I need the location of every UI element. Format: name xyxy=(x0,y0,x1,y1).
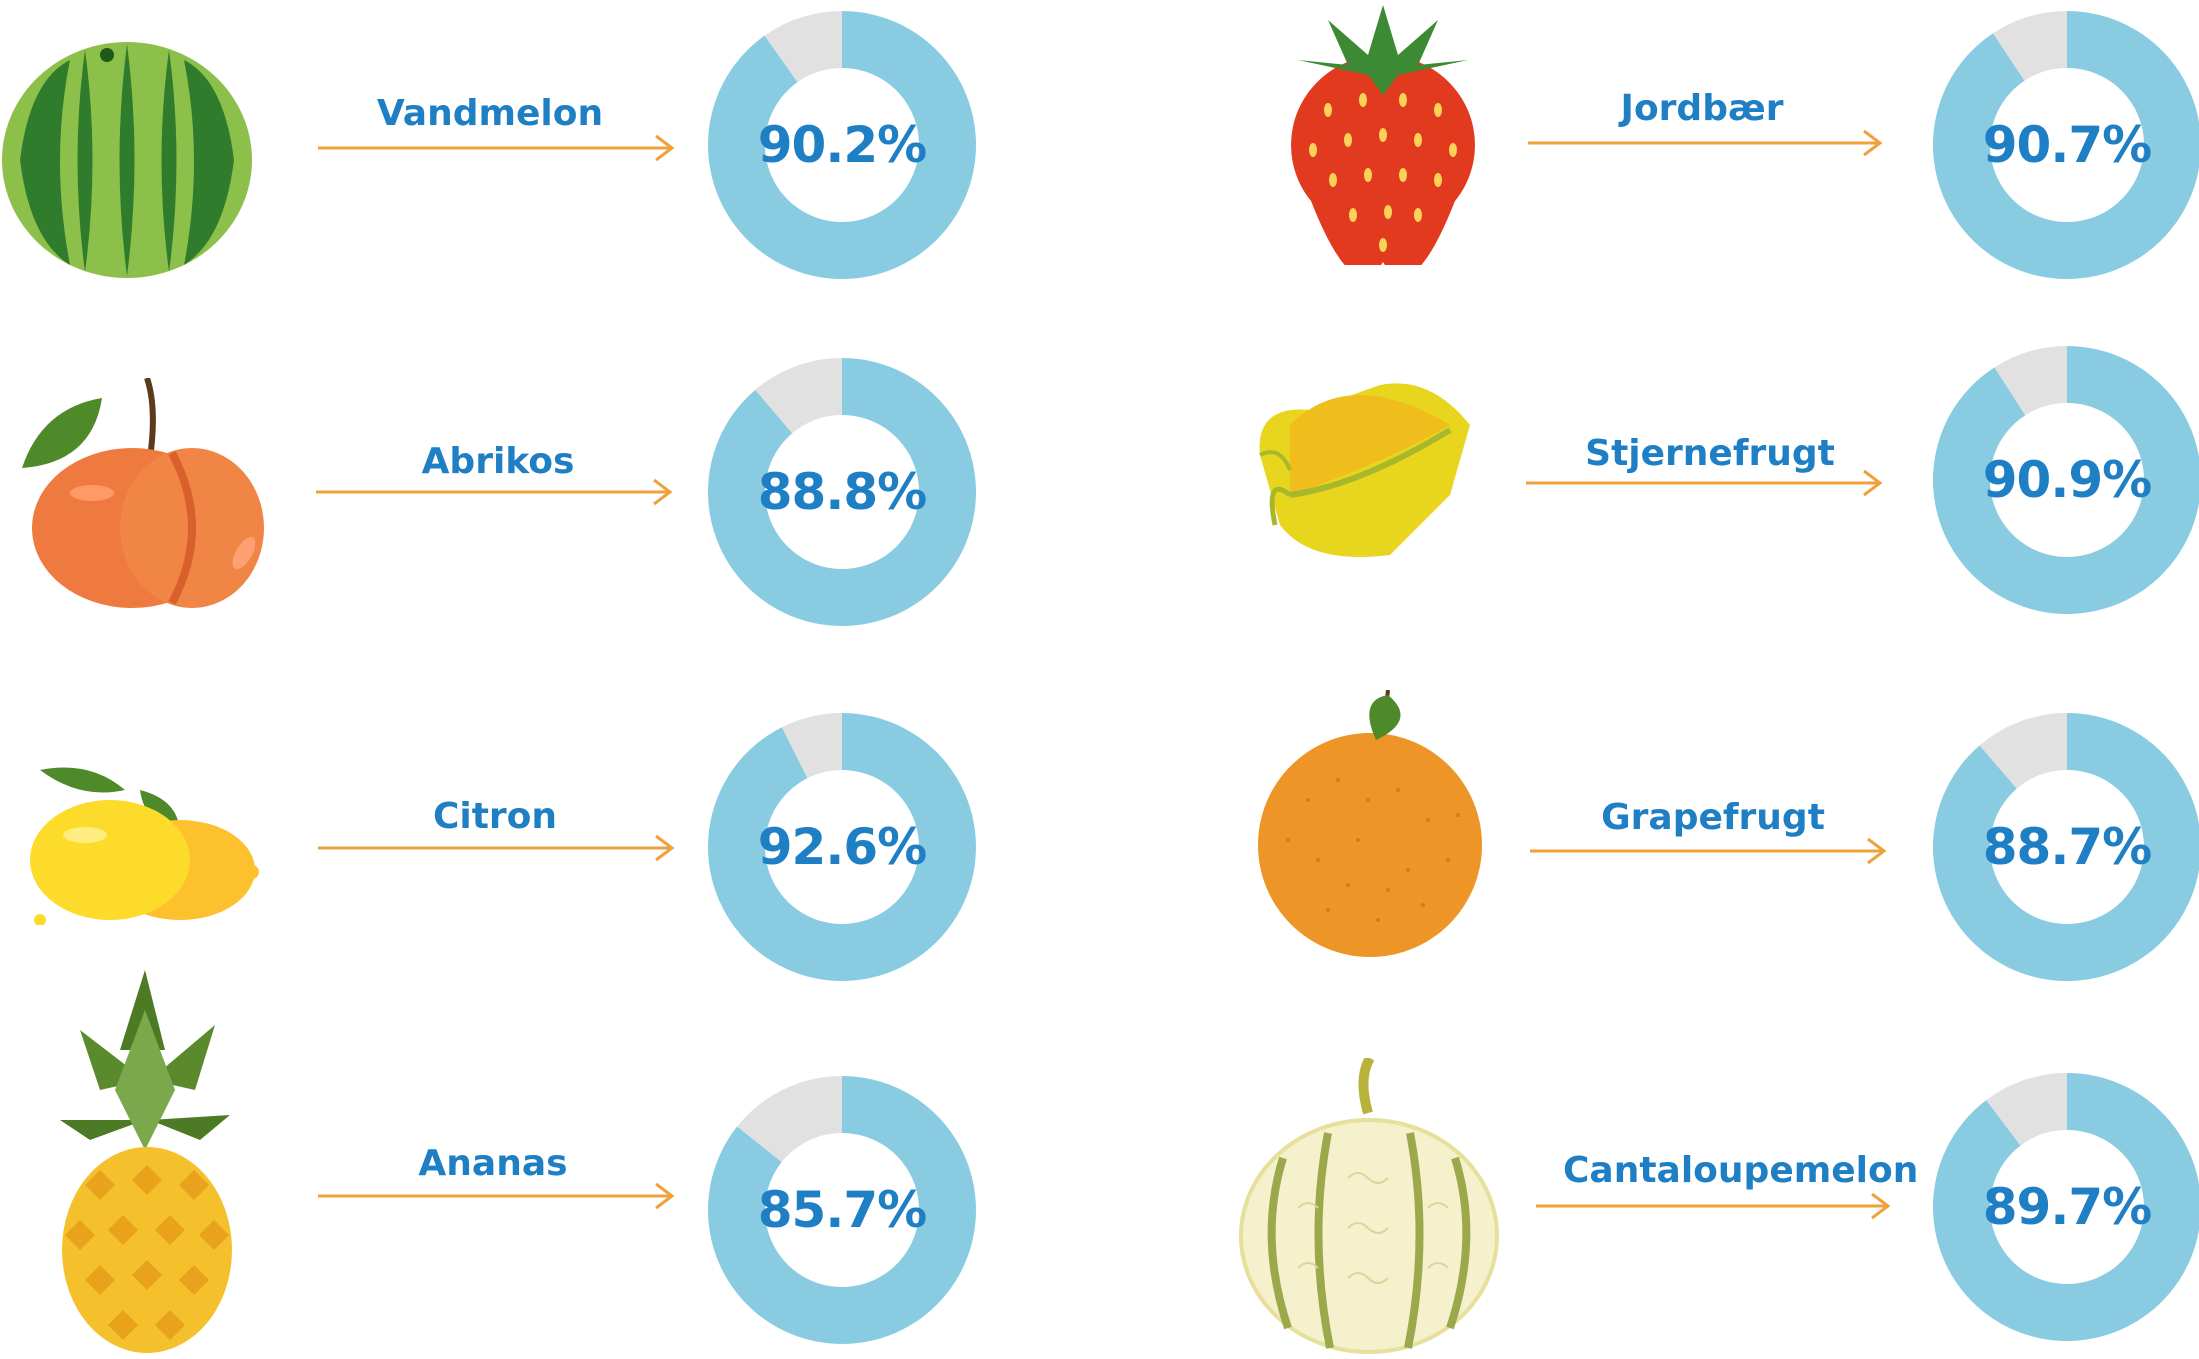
donut-segment-remainder xyxy=(781,713,842,779)
arrow-jordbaer xyxy=(1528,129,1883,157)
label-jordbaer: Jordbær xyxy=(1620,88,1784,129)
donut-segment-remainder xyxy=(737,1076,842,1163)
donut-segment-remainder xyxy=(755,358,842,434)
donut-citron xyxy=(708,713,976,981)
starfruit-icon xyxy=(1259,383,1470,557)
arrow-stjernefrugt xyxy=(1526,469,1883,497)
value-grapefrugt: 88.7% xyxy=(1982,818,2152,876)
donut-segment-remainder xyxy=(764,11,842,83)
donut-cantaloupemelon xyxy=(1933,1073,2199,1341)
label-vandmelon: Vandmelon xyxy=(376,93,604,134)
donut-segment-filled xyxy=(1933,713,2199,981)
cantaloupe-icon xyxy=(1239,1058,1499,1354)
donut-ananas xyxy=(708,1076,976,1344)
pineapple-icon xyxy=(60,970,232,1353)
donut-segment-remainder xyxy=(1979,713,2067,789)
donut-segment-remainder xyxy=(1993,11,2067,81)
value-ananas: 85.7% xyxy=(757,1181,927,1239)
value-citron: 92.6% xyxy=(757,818,927,876)
label-grapefrugt: Grapefrugt xyxy=(1601,797,1825,838)
donut-stjernefrugt xyxy=(1933,346,2199,614)
arrow-citron xyxy=(318,834,675,862)
value-abrikos: 88.8% xyxy=(757,463,927,521)
donut-segment-filled xyxy=(708,713,976,981)
donut-jordbaer xyxy=(1933,11,2199,279)
grapefruit-icon xyxy=(1258,690,1482,957)
donut-segment-filled xyxy=(708,358,976,626)
value-cantaloupemelon: 89.7% xyxy=(1982,1178,2152,1236)
donut-segment-filled xyxy=(1933,1073,2199,1341)
donut-segment-remainder xyxy=(1986,1073,2067,1146)
value-stjernefrugt: 90.9% xyxy=(1982,451,2152,509)
arrow-grapefrugt xyxy=(1530,837,1887,865)
arrow-ananas xyxy=(318,1182,675,1210)
donut-segment-filled xyxy=(1933,346,2199,614)
label-ananas: Ananas xyxy=(418,1143,568,1184)
arrow-abrikos xyxy=(316,478,673,506)
donut-segment-filled xyxy=(708,11,976,280)
arrow-vandmelon xyxy=(318,134,675,162)
label-abrikos: Abrikos xyxy=(421,441,575,482)
donut-abrikos xyxy=(708,358,976,626)
label-stjernefrugt: Stjernefrugt xyxy=(1585,433,1835,474)
donut-segment-filled xyxy=(708,1076,976,1344)
label-cantaloupemelon: Cantaloupemelon xyxy=(1563,1150,1919,1191)
arrow-cantaloupemelon xyxy=(1536,1192,1891,1220)
strawberry-icon xyxy=(1291,5,1475,265)
donut-segment-remainder xyxy=(1994,346,2067,416)
donut-grapefrugt xyxy=(1933,713,2199,981)
donut-vandmelon xyxy=(708,11,976,280)
donut-segment-filled xyxy=(1933,11,2199,279)
lemon-icon xyxy=(30,767,259,925)
value-jordbaer: 90.7% xyxy=(1982,116,2152,174)
watermelon-icon xyxy=(2,42,252,278)
apricot-icon xyxy=(22,378,264,608)
value-vandmelon: 90.2% xyxy=(757,116,927,174)
label-citron: Citron xyxy=(432,796,558,837)
